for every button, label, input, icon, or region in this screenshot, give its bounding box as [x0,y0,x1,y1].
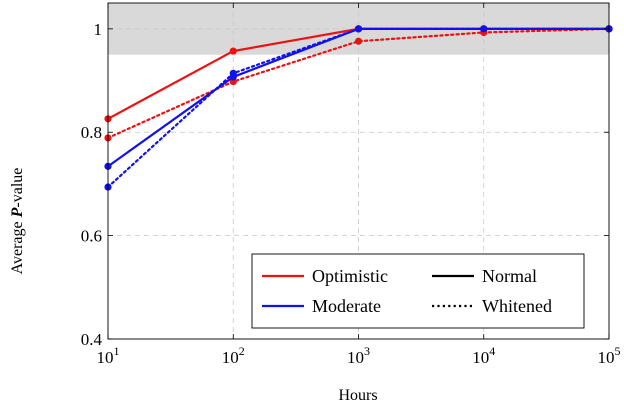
legend-label-normal: Normal [482,266,537,286]
y-tick-label: 0.4 [81,330,103,349]
legend-label-whitened: Whitened [482,296,552,316]
y-axis-label-prefix: Average [9,217,26,274]
x-tick-label-base: 10 [222,348,239,367]
x-tick-label-base: 10 [598,348,615,367]
data-point-moderate-normal [480,25,488,33]
y-tick-label: 0.6 [81,227,102,246]
legend-label-moderate: Moderate [312,296,381,316]
y-tick-label: 1 [94,20,103,39]
series-layer [104,25,613,191]
data-point-optimistic-whitened [354,37,363,45]
x-tick-label-exponent: 5 [615,344,621,358]
y-axis-label-suffix: -value [9,168,26,208]
legend: Optimistic Normal Moderate Whitened [251,253,585,329]
y-axis-label: Average P-value [9,168,26,275]
data-point-moderate-normal [229,73,237,81]
x-tick-label: 104 [472,344,495,367]
x-tick-label-base: 10 [97,348,114,367]
x-tick-label-exponent: 2 [239,344,245,358]
x-tick-label-exponent: 3 [364,344,370,358]
y-tick-label: 0.8 [81,123,102,142]
x-tick-label: 101 [97,344,120,367]
x-tick-label-exponent: 4 [489,344,495,358]
x-tick-label: 102 [222,344,245,367]
x-tick-label-exponent: 1 [114,344,120,358]
legend-label-optimistic: Optimistic [312,266,388,286]
data-point-optimistic-normal [229,47,237,55]
data-point-moderate-normal [354,25,363,33]
x-tick-label: 103 [347,344,370,367]
x-axis-label: Hours [338,387,377,404]
legend-box [251,253,585,329]
x-tick-label-base: 10 [347,348,364,367]
x-tick-label: 105 [598,344,621,367]
x-tick-label-base: 10 [472,348,489,367]
y-axis-label-symbol: P [9,207,26,218]
